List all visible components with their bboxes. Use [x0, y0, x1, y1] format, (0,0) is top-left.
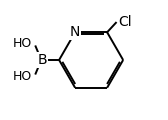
Text: N: N: [70, 25, 80, 39]
Text: Cl: Cl: [118, 15, 132, 29]
Text: HO: HO: [13, 70, 32, 83]
Text: HO: HO: [13, 37, 32, 50]
Text: B: B: [38, 53, 47, 67]
